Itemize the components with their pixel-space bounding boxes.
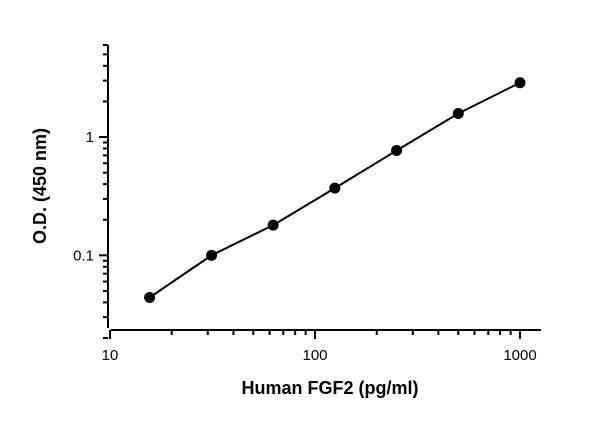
x-axis-title: Human FGF2 (pg/ml) [242,378,419,398]
y-axis-title: O.D. (450 nm) [30,128,50,244]
data-point [206,249,218,261]
axes [107,45,541,331]
tick-marks [99,44,521,339]
x-tick-label: 10 [102,347,119,364]
y-tick-label: 0.1 [73,247,94,264]
data-point [329,182,341,194]
y-tick-label: 1 [86,129,94,146]
data-point [391,144,403,156]
x-tick-label: 1000 [503,347,536,364]
data-points [144,77,526,303]
tick-labels: 10 100 1000 0.1 1 [73,129,537,364]
x-tick-label: 100 [302,347,327,364]
data-point [514,77,526,89]
data-point [452,108,464,120]
data-point [267,219,279,231]
data-point [144,291,156,303]
